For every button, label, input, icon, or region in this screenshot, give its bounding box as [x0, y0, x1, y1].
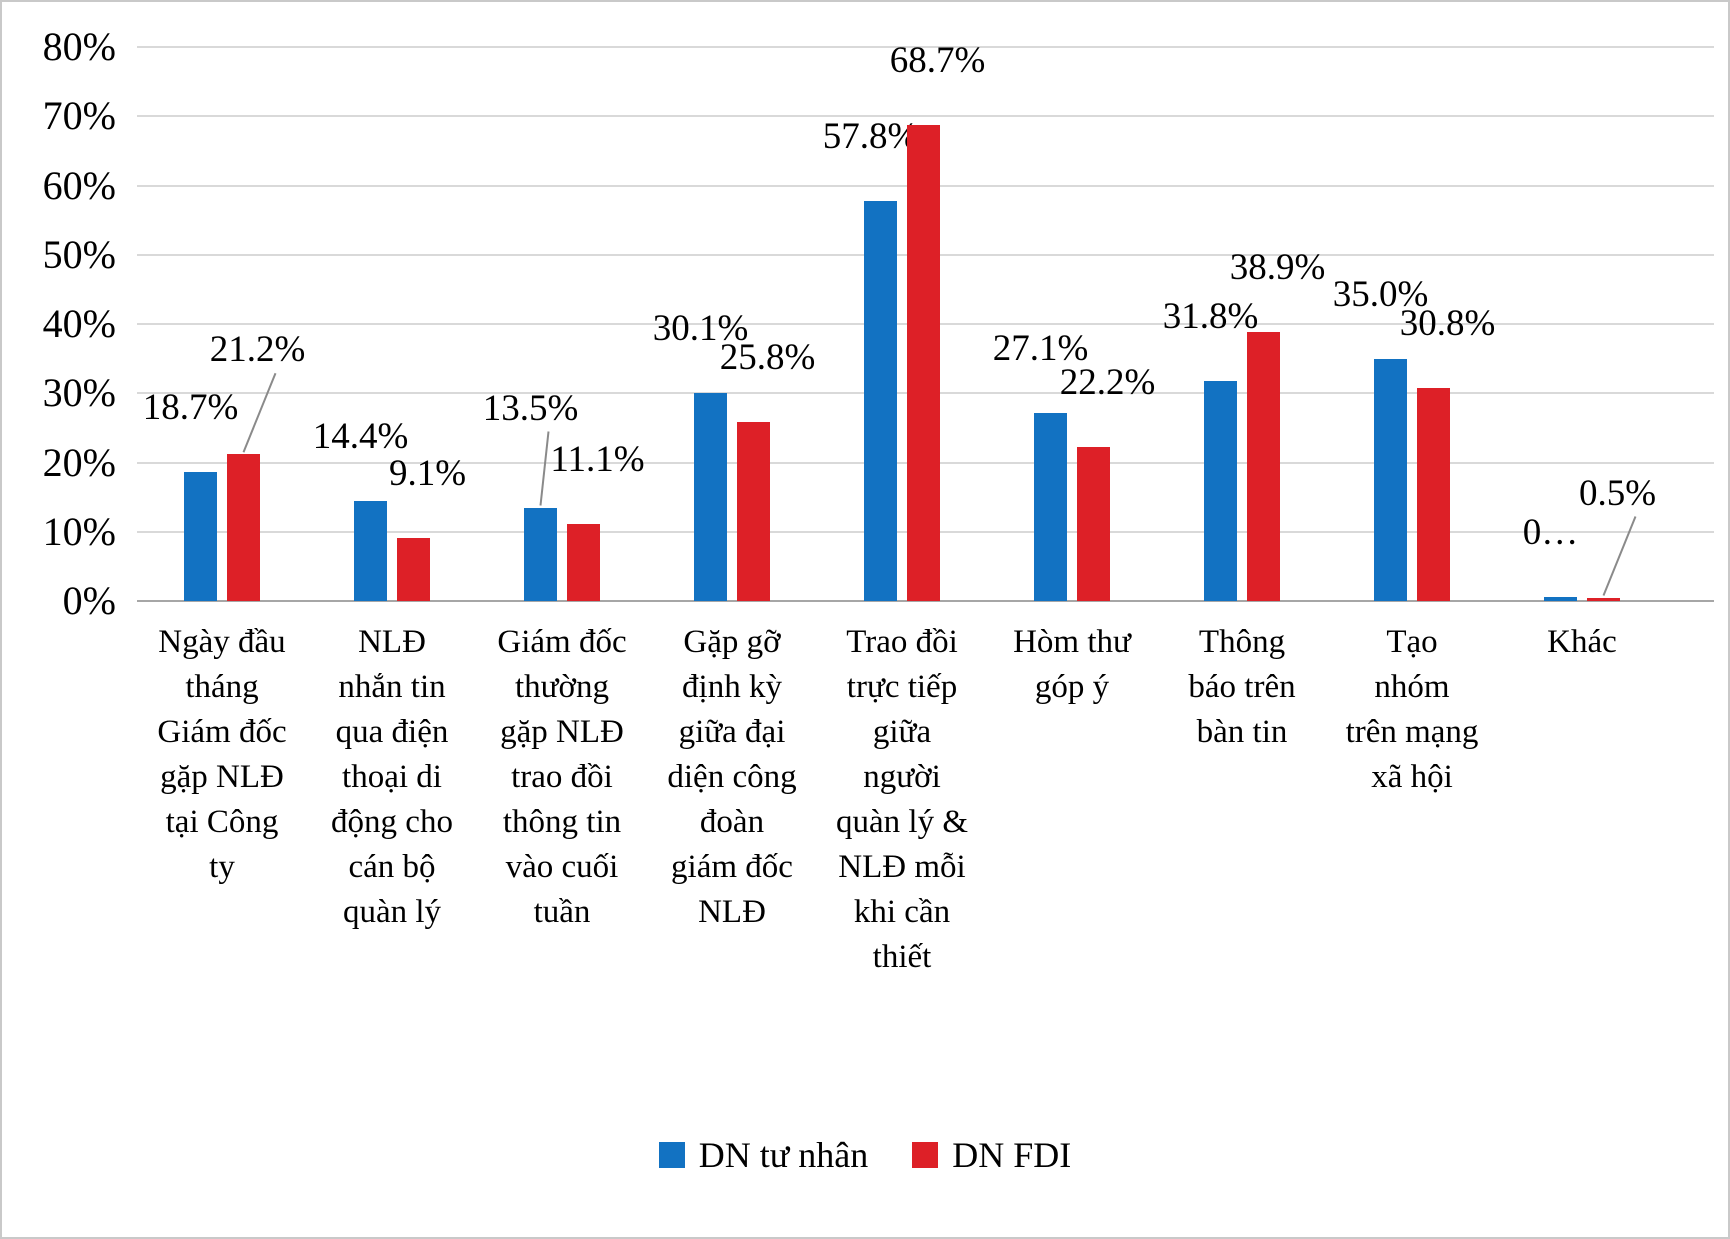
bar-dn-tu-nhan [1204, 380, 1237, 601]
y-axis-tick-label: 60% [42, 162, 116, 208]
legend-item-dn-tu-nhan: DN tư nhân [658, 1134, 869, 1176]
category-label: Ngày đầu tháng Giám đốc gặp NLĐ tại Công… [157, 624, 287, 885]
value-label: 22.2% [1059, 362, 1156, 404]
bar-dn-fdi [397, 537, 430, 601]
legend-label-dn-tu-nhan: DN tư nhân [698, 1135, 869, 1175]
bar-dn-tu-nhan [1034, 413, 1067, 601]
value-label: 21.2% [209, 329, 306, 371]
category-label: Hòm thư góp ý [1013, 624, 1131, 705]
bar-dn-tu-nhan [864, 200, 897, 601]
gridline [137, 115, 1714, 118]
legend: DN tư nhân DN FDI [2, 1130, 1728, 1180]
bar-dn-tu-nhan [184, 471, 217, 601]
bar-dn-fdi [1077, 447, 1110, 601]
bar-dn-fdi [907, 125, 940, 601]
y-axis-tick-label: 10% [42, 508, 116, 554]
x-axis-line [137, 600, 1714, 602]
y-axis-tick-label: 0% [62, 578, 116, 623]
bar-dn-fdi [1587, 597, 1620, 601]
bar-dn-tu-nhan [524, 507, 557, 601]
legend-swatch-dn-tu-nhan [658, 1142, 685, 1168]
bar-dn-fdi [567, 524, 600, 601]
legend-label-dn-fdi: DN FDI [952, 1135, 1072, 1175]
value-label: 68.7% [889, 40, 986, 82]
value-label: 11.1% [550, 439, 645, 481]
bar-dn-tu-nhan [1544, 596, 1577, 601]
bar-dn-tu-nhan [354, 501, 387, 601]
y-axis-tick-label: 40% [42, 301, 116, 346]
category-label: Thông báo trên bàn tin [1188, 624, 1296, 750]
legend-item-dn-fdi: DN FDI [912, 1134, 1071, 1176]
bar-dn-fdi [1417, 387, 1450, 601]
category-label: Tạo nhóm trên mạng xã hội [1345, 624, 1479, 795]
category-label: Giám đốc thường gặp NLĐ trao đồi thông t… [497, 624, 627, 930]
value-label: 14.4% [312, 416, 409, 458]
bar-dn-fdi [1247, 331, 1280, 601]
value-label: 0.5% [1578, 472, 1657, 514]
value-label: 13.5% [482, 387, 579, 429]
y-axis-tick-label: 80% [42, 24, 116, 69]
y-axis-tick-label: 50% [42, 231, 116, 277]
value-label: 38.9% [1229, 246, 1326, 288]
value-label: 25.8% [719, 337, 816, 379]
category-label: NLĐ nhắn tin qua điện thoại di động cho … [331, 624, 453, 930]
value-label: 57.8% [822, 115, 919, 157]
bar-dn-tu-nhan [694, 392, 727, 601]
value-label: 27.1% [992, 328, 1089, 370]
y-axis-tick-label: 30% [42, 370, 116, 416]
value-label: 30.1% [652, 307, 749, 349]
category-label: Khác [1547, 624, 1617, 660]
bar-dn-fdi [227, 454, 260, 601]
value-label: 18.7% [142, 386, 239, 428]
category-label: Gặp gỡ định kỳ giữa đại diện công đoàn g… [667, 624, 797, 930]
category-label: Trao đồi trực tiếp giữa người quàn lý & … [836, 624, 968, 975]
value-label: 35.0% [1332, 273, 1429, 315]
bar-dn-fdi [737, 422, 770, 601]
value-label: 31.8% [1162, 295, 1259, 337]
y-axis-tick-label: 20% [42, 439, 116, 485]
gridline [137, 46, 1714, 48]
value-label: 30.8% [1399, 302, 1496, 344]
value-label: 0… [1522, 511, 1579, 553]
value-label: 9.1% [388, 452, 467, 494]
y-axis-tick-label: 70% [42, 93, 116, 139]
bar-dn-tu-nhan [1374, 358, 1407, 601]
legend-swatch-dn-fdi [912, 1142, 939, 1168]
